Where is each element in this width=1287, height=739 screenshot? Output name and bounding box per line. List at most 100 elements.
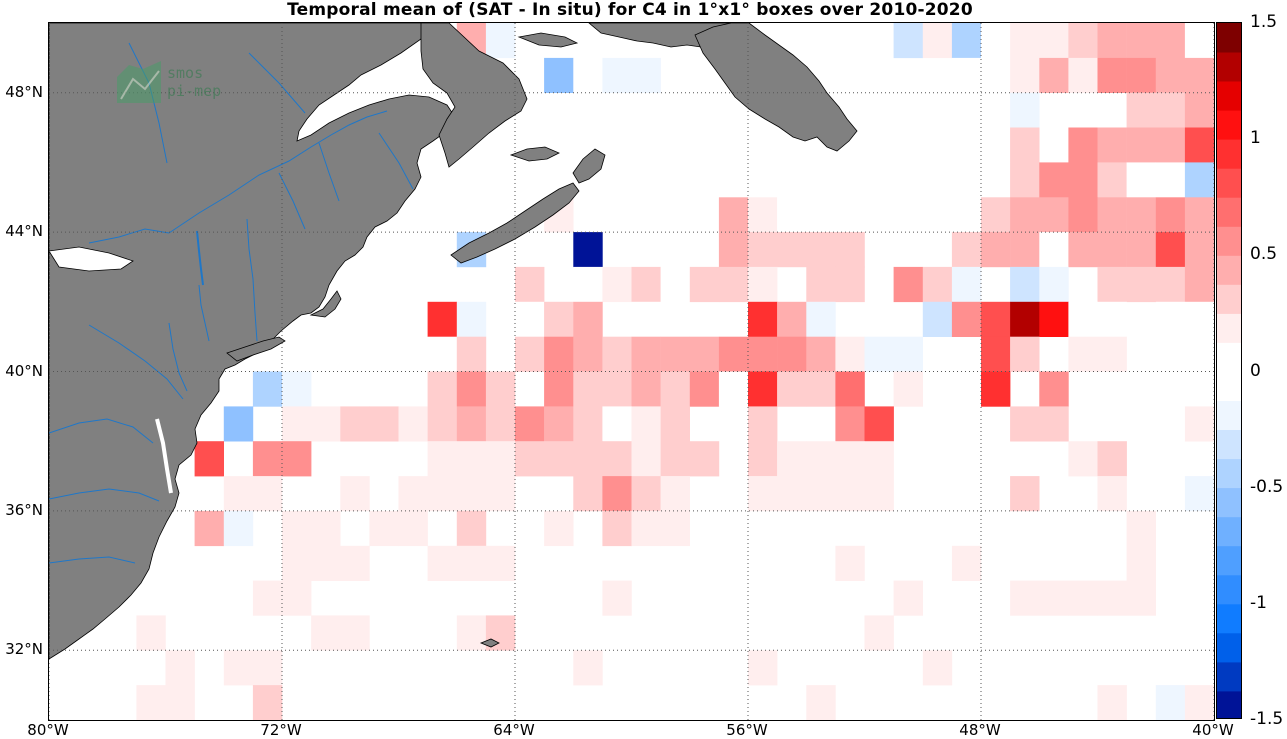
heatmap-cell bbox=[631, 336, 661, 372]
heatmap-cell bbox=[1184, 197, 1214, 233]
lon-tick-label: 64°W bbox=[493, 721, 535, 739]
heatmap-cell bbox=[922, 232, 953, 268]
heatmap-cell bbox=[456, 301, 487, 337]
heatmap-cell bbox=[573, 266, 603, 303]
heatmap-cell bbox=[311, 545, 341, 581]
colorbar-swatch bbox=[1217, 255, 1241, 285]
heatmap-cell bbox=[1155, 266, 1186, 303]
land-gaspe bbox=[420, 23, 528, 168]
lon-tick-label: 80°W bbox=[27, 721, 69, 739]
heatmap-cell bbox=[282, 510, 312, 547]
heatmap-cell bbox=[1184, 301, 1214, 337]
heatmap-cell bbox=[981, 371, 1011, 407]
heatmap-cell bbox=[369, 336, 399, 372]
heatmap-cell bbox=[1010, 336, 1040, 372]
heatmap-cell bbox=[311, 615, 341, 651]
heatmap-cell bbox=[689, 266, 720, 303]
colorbar-swatch bbox=[1217, 23, 1241, 53]
heatmap-cell bbox=[689, 441, 720, 477]
heatmap-cell bbox=[573, 406, 603, 442]
heatmap-cell bbox=[1039, 266, 1069, 303]
heatmap-cell bbox=[951, 266, 982, 303]
heatmap-cell bbox=[660, 406, 690, 442]
heatmap-cell bbox=[1184, 266, 1214, 303]
heatmap-cell bbox=[573, 336, 603, 372]
heatmap-cell bbox=[631, 476, 661, 512]
land-masses bbox=[49, 23, 858, 660]
heatmap-cell bbox=[1126, 580, 1156, 616]
heatmap-cell bbox=[631, 301, 661, 337]
heatmap-cell bbox=[951, 197, 982, 233]
heatmap-cell bbox=[573, 476, 603, 512]
heatmap-cell bbox=[1155, 197, 1186, 233]
heatmap-cell bbox=[1097, 580, 1127, 616]
heatmap-cell bbox=[1010, 23, 1040, 59]
heatmap-cell bbox=[311, 406, 341, 442]
heatmap-cell bbox=[1068, 197, 1098, 233]
lat-tick-label: 36°N bbox=[5, 500, 43, 519]
heatmap-cell bbox=[602, 476, 632, 512]
heatmap-cell bbox=[340, 615, 370, 651]
heatmap-cell bbox=[660, 441, 690, 477]
heatmap-cell bbox=[602, 406, 632, 442]
heatmap-cell bbox=[1068, 580, 1098, 616]
heatmap-cell bbox=[602, 510, 632, 547]
heatmap-cell bbox=[427, 336, 457, 372]
heatmap-cell bbox=[864, 615, 894, 651]
heatmap-cell bbox=[748, 301, 778, 337]
lat-tick-label: 44°N bbox=[5, 222, 43, 241]
colorbar-swatch bbox=[1217, 574, 1241, 605]
heatmap-cell bbox=[544, 371, 574, 407]
heatmap-cell bbox=[981, 336, 1011, 372]
heatmap-cell bbox=[1184, 92, 1214, 128]
colorbar-swatch bbox=[1217, 226, 1241, 256]
heatmap-cell bbox=[748, 336, 778, 372]
land-anticosti bbox=[517, 32, 579, 48]
heatmap-cell bbox=[515, 406, 545, 442]
heatmap-cell bbox=[252, 580, 283, 616]
lon-tick-label: 48°W bbox=[959, 721, 1001, 739]
heatmap-cell bbox=[602, 57, 632, 93]
map-canvas bbox=[49, 23, 1214, 720]
lake-champlain bbox=[196, 230, 204, 286]
heatmap-cell bbox=[515, 336, 545, 372]
heatmap-cell bbox=[748, 476, 778, 512]
heatmap-cell bbox=[573, 301, 603, 337]
heatmap-cell bbox=[631, 406, 661, 442]
heatmap-cell bbox=[544, 510, 574, 547]
heatmap-cell bbox=[602, 371, 632, 407]
heatmap-cell bbox=[602, 580, 632, 616]
heatmap-cell bbox=[1097, 57, 1127, 93]
heatmap-cell bbox=[806, 476, 836, 512]
heatmap-cell bbox=[922, 266, 953, 303]
heatmap-cell bbox=[485, 371, 516, 407]
heatmap-cell bbox=[718, 371, 749, 407]
land-long-island bbox=[226, 336, 286, 362]
heatmap-cell bbox=[1097, 23, 1127, 59]
heatmap-cell bbox=[1068, 336, 1098, 372]
heatmap-cell bbox=[340, 545, 370, 581]
colorbar-tick-label: -1.5 bbox=[1250, 709, 1284, 729]
colorbar-tick-label: 0.5 bbox=[1250, 244, 1278, 265]
heatmap-cell bbox=[456, 406, 487, 442]
lat-tick-label: 40°N bbox=[5, 361, 43, 380]
lon-tick-label: 40°W bbox=[1192, 721, 1234, 739]
heatmap-cell bbox=[1126, 127, 1156, 163]
heatmap-cell bbox=[718, 266, 749, 303]
heatmap-cell bbox=[835, 441, 865, 477]
river-ottawa bbox=[88, 228, 170, 244]
lon-tick-label: 56°W bbox=[726, 721, 768, 739]
colorbar-swatch bbox=[1217, 691, 1241, 718]
heatmap-cell bbox=[1068, 441, 1098, 477]
heatmap-cell bbox=[1155, 685, 1186, 720]
heatmap-cell bbox=[864, 406, 894, 442]
heatmap-cell bbox=[1010, 232, 1040, 268]
heatmap-cell bbox=[223, 650, 254, 686]
heatmap-cell bbox=[427, 406, 457, 442]
heatmap-cell bbox=[1184, 57, 1214, 93]
heatmap-cell bbox=[922, 23, 953, 59]
heatmap-cell bbox=[456, 371, 487, 407]
heatmap-cell bbox=[748, 406, 778, 442]
river-susquehanna bbox=[88, 324, 184, 400]
heatmap-cell bbox=[1155, 232, 1186, 268]
